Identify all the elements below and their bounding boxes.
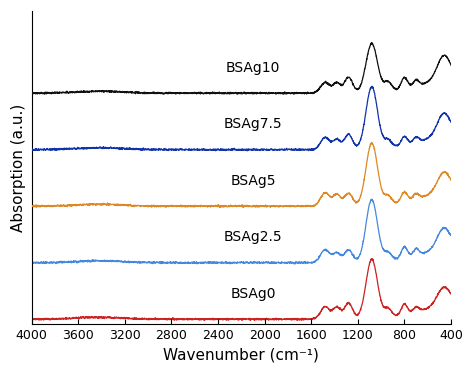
Text: BSAg0: BSAg0 <box>230 287 276 301</box>
X-axis label: Wavenumber (cm⁻¹): Wavenumber (cm⁻¹) <box>164 348 319 363</box>
Text: BSAg2.5: BSAg2.5 <box>224 230 283 244</box>
Text: BSAg10: BSAg10 <box>226 61 280 75</box>
Y-axis label: Absorption (a.u.): Absorption (a.u.) <box>11 104 26 232</box>
Text: BSAg7.5: BSAg7.5 <box>224 117 283 131</box>
Text: BSAg5: BSAg5 <box>230 174 276 188</box>
